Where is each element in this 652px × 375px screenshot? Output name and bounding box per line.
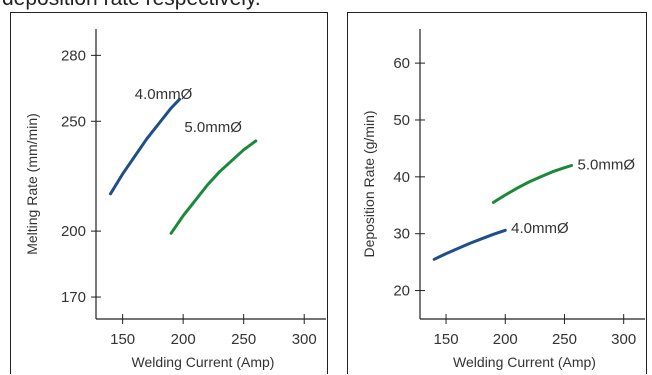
series-line-40mm xyxy=(432,228,507,261)
x-tick-label: 150 xyxy=(110,331,135,348)
series-line-50mm xyxy=(169,139,258,235)
deposition-rate-chart-panel: 150 200 250 300 20 30 40 50 60 Welding Current (A… xyxy=(347,12,647,374)
x-tick-label: 300 xyxy=(292,331,317,348)
series-label: 4.0mmØ xyxy=(135,86,193,103)
y-tick-label: 250 xyxy=(61,113,86,130)
series-label: 4.0mmØ xyxy=(511,220,569,237)
series-line-50mm xyxy=(491,164,574,204)
y-axis-label: Melting Rate (mm/min) xyxy=(24,113,40,255)
y-axis-label: Deposition Rate (g/min) xyxy=(361,110,377,257)
x-axis-label: Welding Current (Amp) xyxy=(132,354,275,370)
x-tick-label: 200 xyxy=(493,331,518,348)
x-axis-label: Welding Current (Amp) xyxy=(453,354,596,370)
deposition-rate-chart: 150 200 250 300 20 30 40 50 60 Welding Current (A… xyxy=(361,29,645,370)
x-tick-label: 250 xyxy=(552,331,577,348)
series-label: 5.0mmØ xyxy=(578,156,636,173)
y-tick-label: 30 xyxy=(393,226,410,243)
y-tick-label: 20 xyxy=(393,283,410,300)
x-tick-label: 200 xyxy=(171,331,196,348)
y-tick-label: 200 xyxy=(61,223,86,240)
x-tick-label: 300 xyxy=(611,331,636,348)
x-tick-label: 150 xyxy=(434,331,459,348)
y-tick-label: 40 xyxy=(393,169,410,186)
y-tick-label: 280 xyxy=(61,47,86,64)
series-label: 5.0mmØ xyxy=(184,119,242,136)
y-tick-label: 60 xyxy=(393,55,410,72)
y-tick-label: 50 xyxy=(393,112,410,129)
melting-rate-chart: 150 200 250 300 170 200 250 280 Welding Current … xyxy=(24,29,326,370)
y-tick-label: 170 xyxy=(61,289,86,306)
caption-text: deposition rate respectively. xyxy=(2,0,261,11)
x-tick-label: 250 xyxy=(231,331,256,348)
melting-rate-chart-panel: 150 200 250 300 170 200 250 280 Welding Current … xyxy=(10,12,328,374)
series-line-40mm xyxy=(109,97,181,196)
